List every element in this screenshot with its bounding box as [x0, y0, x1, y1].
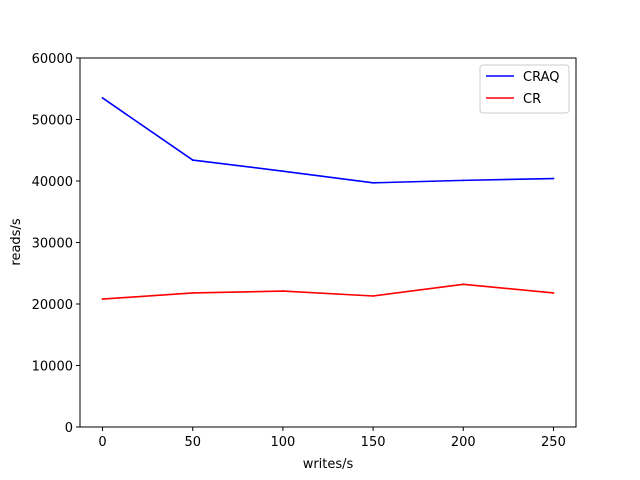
data-point-cr — [372, 295, 374, 297]
x-tick-label: 100 — [270, 435, 295, 450]
y-tick-label: 60000 — [32, 52, 73, 67]
y-tick-label: 40000 — [32, 175, 73, 190]
x-axis: 0 50 100 150 200 250 — [98, 427, 566, 450]
y-tick-label: 50000 — [32, 114, 73, 129]
data-point-craq — [552, 177, 555, 180]
legend: CRAQ CR — [479, 64, 570, 114]
data-point-craq — [372, 181, 374, 184]
data-point-craq — [462, 179, 465, 182]
legend-label-craq: CRAQ — [523, 70, 559, 85]
x-tick-label: 50 — [184, 435, 201, 450]
series-line-craq — [102, 97, 554, 184]
data-point-cr — [552, 292, 555, 294]
y-tick-label: 30000 — [32, 237, 73, 252]
x-tick-label: 150 — [361, 435, 386, 450]
data-point-craq — [191, 159, 194, 161]
x-tick-label: 200 — [451, 435, 476, 450]
y-tick-label: 10000 — [32, 360, 73, 375]
y-tick-label: 20000 — [32, 298, 73, 313]
y-axis-label: reads/s — [9, 218, 24, 265]
data-point-cr — [282, 290, 284, 292]
y-tick-label: 0 — [65, 421, 73, 436]
legend-box — [479, 64, 570, 114]
series-line-cr — [102, 283, 554, 300]
data-point-cr — [462, 283, 465, 286]
data-point-craq — [101, 97, 104, 99]
data-point-craq — [282, 170, 284, 173]
y-axis: 0 10000 20000 30000 40000 50000 60000 — [32, 52, 80, 436]
x-tick-label: 0 — [98, 435, 106, 450]
data-point-cr — [191, 292, 194, 294]
data-point-cr — [101, 298, 104, 300]
x-axis-label: writes/s — [303, 457, 354, 472]
x-tick-label: 250 — [541, 435, 566, 450]
legend-label-cr: CR — [523, 92, 541, 107]
plot-content — [101, 97, 555, 300]
